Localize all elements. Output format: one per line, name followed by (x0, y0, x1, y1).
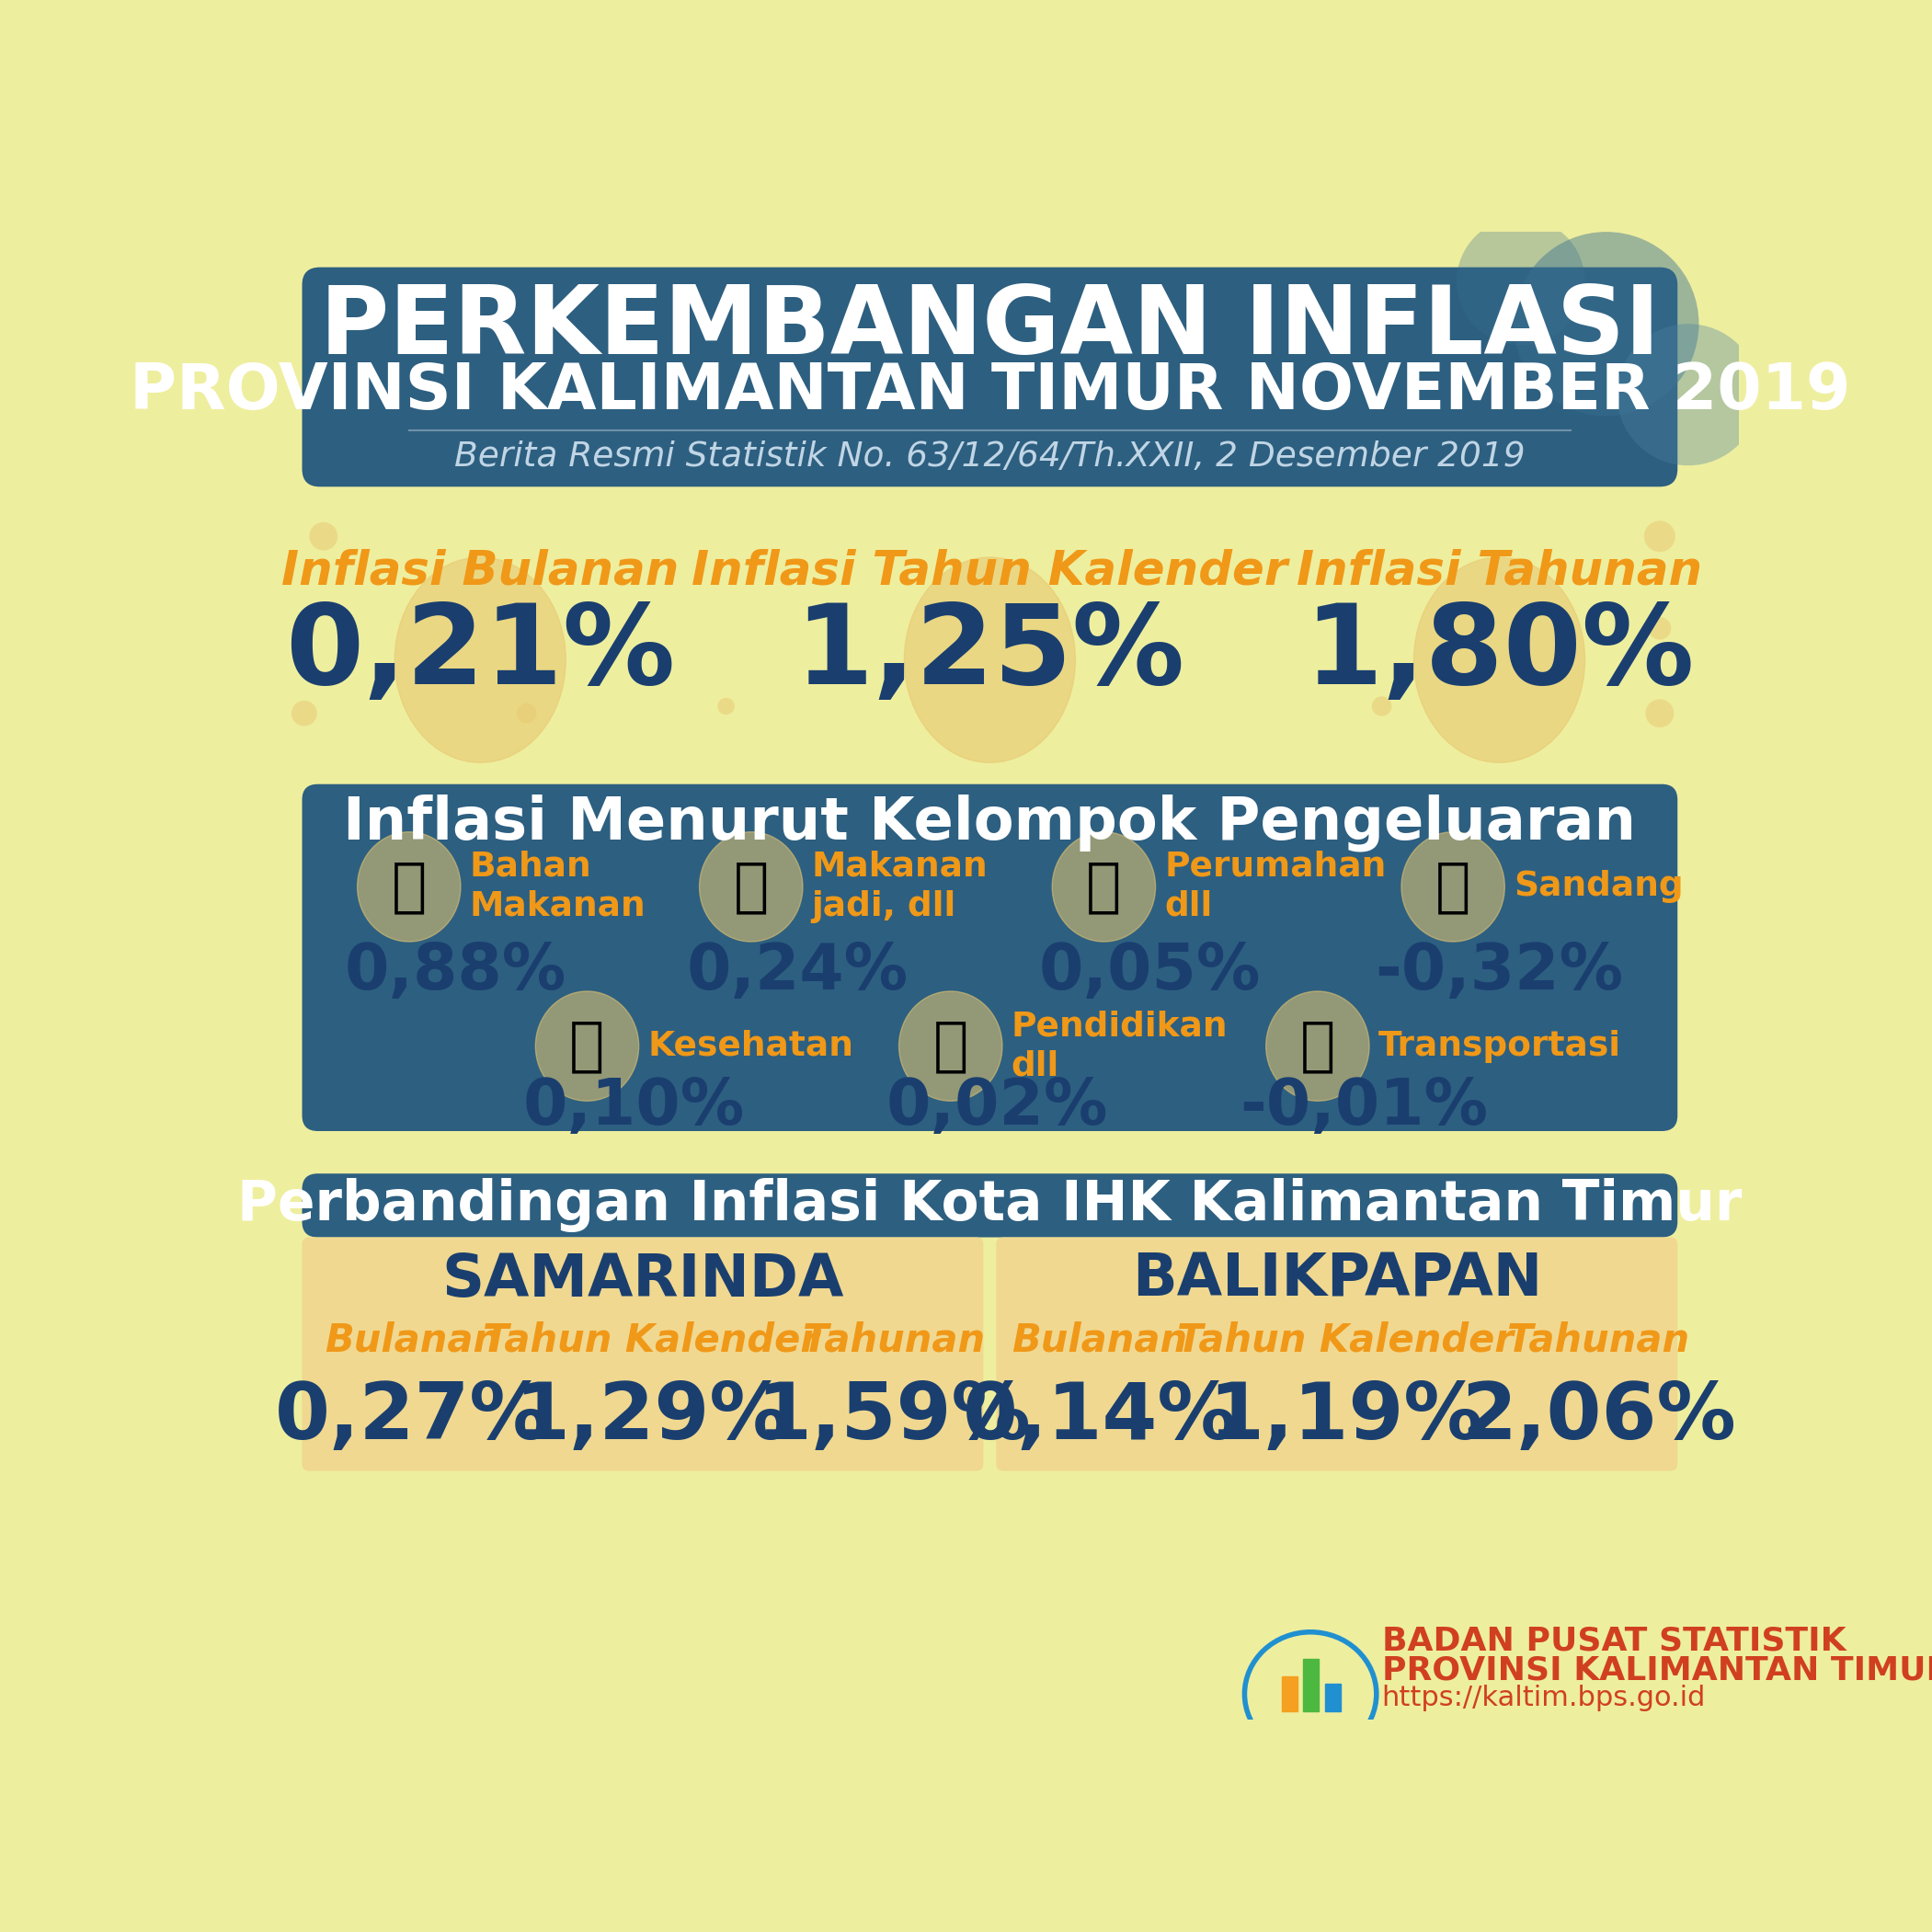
Text: -0,01%: -0,01% (1240, 1076, 1488, 1138)
Text: Perbandingan Inflasi Kota IHK Kalimantan Timur: Perbandingan Inflasi Kota IHK Kalimantan… (238, 1179, 1743, 1233)
Text: 0,27%: 0,27% (274, 1379, 551, 1457)
Text: PERKEMBANGAN INFLASI: PERKEMBANGAN INFLASI (321, 280, 1660, 375)
Text: PROVINSI KALIMANTAN TIMUR: PROVINSI KALIMANTAN TIMUR (1381, 1656, 1932, 1687)
Text: Inflasi Menurut Kelompok Pengeluaran: Inflasi Menurut Kelompok Pengeluaran (344, 794, 1636, 852)
Text: 0,88%: 0,88% (344, 941, 566, 1003)
Text: 0,24%: 0,24% (686, 941, 908, 1003)
Text: Tahunan: Tahunan (802, 1321, 985, 1360)
Text: Tahun Kalender: Tahun Kalender (1177, 1321, 1513, 1360)
Ellipse shape (394, 556, 566, 763)
Text: Sandang: Sandang (1513, 869, 1683, 904)
Text: 0,14%: 0,14% (962, 1379, 1236, 1457)
Text: Makanan
jadi, dll: Makanan jadi, dll (811, 850, 987, 923)
Circle shape (1646, 699, 1673, 728)
Ellipse shape (1401, 833, 1505, 941)
Ellipse shape (904, 556, 1076, 763)
Text: 1,80%: 1,80% (1304, 599, 1694, 707)
Ellipse shape (1053, 833, 1155, 941)
Bar (1325, 1683, 1341, 1712)
Text: -0,32%: -0,32% (1376, 941, 1623, 1003)
Text: Bulanan: Bulanan (1012, 1321, 1188, 1360)
Circle shape (294, 618, 315, 639)
Circle shape (1644, 522, 1675, 553)
Text: 2,06%: 2,06% (1461, 1379, 1735, 1457)
Text: 0,02%: 0,02% (887, 1076, 1107, 1138)
Text: Transportasi: Transportasi (1378, 1030, 1621, 1063)
Circle shape (1372, 696, 1391, 717)
Text: 🏠: 🏠 (1086, 858, 1121, 916)
Circle shape (516, 703, 537, 723)
Text: 👔: 👔 (1435, 858, 1470, 916)
Text: BADAN PUSAT STATISTIK: BADAN PUSAT STATISTIK (1381, 1625, 1845, 1656)
Text: 0,10%: 0,10% (522, 1076, 744, 1138)
Text: Inflasi Tahunan: Inflasi Tahunan (1296, 549, 1702, 595)
Bar (1304, 1658, 1320, 1712)
Text: 🏥: 🏥 (570, 1018, 605, 1074)
Ellipse shape (898, 991, 1003, 1101)
Text: 0,05%: 0,05% (1039, 941, 1262, 1003)
Text: 1,29%: 1,29% (514, 1379, 788, 1457)
Circle shape (292, 701, 317, 726)
Circle shape (717, 697, 734, 715)
Circle shape (1617, 325, 1760, 466)
Text: Bulanan: Bulanan (325, 1321, 500, 1360)
Circle shape (309, 522, 338, 551)
Text: 1,25%: 1,25% (794, 599, 1184, 707)
FancyBboxPatch shape (997, 1236, 1677, 1470)
Circle shape (1648, 616, 1671, 639)
Text: BALIKPAPAN: BALIKPAPAN (1132, 1252, 1542, 1308)
Text: Perumahan
dll: Perumahan dll (1165, 850, 1387, 923)
Text: Kesehatan: Kesehatan (647, 1030, 854, 1063)
Ellipse shape (1414, 556, 1584, 763)
Text: Inflasi Tahun Kalender: Inflasi Tahun Kalender (692, 549, 1289, 595)
Text: PROVINSI KALIMANTAN TIMUR NOVEMBER 2019: PROVINSI KALIMANTAN TIMUR NOVEMBER 2019 (129, 361, 1851, 421)
Text: Inflasi Bulanan: Inflasi Bulanan (282, 549, 678, 595)
Ellipse shape (535, 991, 639, 1101)
Bar (1283, 1677, 1298, 1712)
Text: 0,21%: 0,21% (286, 599, 676, 707)
Text: SAMARINDA: SAMARINDA (442, 1252, 844, 1308)
FancyBboxPatch shape (301, 1236, 983, 1470)
Text: 📚: 📚 (933, 1018, 968, 1074)
Text: https://kaltim.bps.go.id: https://kaltim.bps.go.id (1381, 1685, 1706, 1712)
FancyBboxPatch shape (301, 267, 1677, 487)
Text: 🍎: 🍎 (392, 858, 427, 916)
Text: 1,59%: 1,59% (755, 1379, 1032, 1457)
Text: Tahunan: Tahunan (1507, 1321, 1689, 1360)
Text: Bahan
Makanan: Bahan Makanan (469, 850, 645, 923)
FancyBboxPatch shape (301, 784, 1677, 1130)
FancyBboxPatch shape (301, 1173, 1677, 1236)
Text: Tahun Kalender: Tahun Kalender (483, 1321, 819, 1360)
Text: 🍔: 🍔 (734, 858, 769, 916)
Circle shape (1513, 232, 1698, 415)
Circle shape (1457, 218, 1584, 346)
Text: Berita Resmi Statistik No. 63/12/64/Th.XXII, 2 Desember 2019: Berita Resmi Statistik No. 63/12/64/Th.X… (454, 440, 1524, 473)
Ellipse shape (699, 833, 802, 941)
Ellipse shape (1265, 991, 1370, 1101)
Text: 🚌: 🚌 (1300, 1018, 1335, 1074)
Text: 1,19%: 1,19% (1208, 1379, 1482, 1457)
Ellipse shape (357, 833, 460, 941)
Text: Pendidikan
dll: Pendidikan dll (1010, 1010, 1227, 1082)
